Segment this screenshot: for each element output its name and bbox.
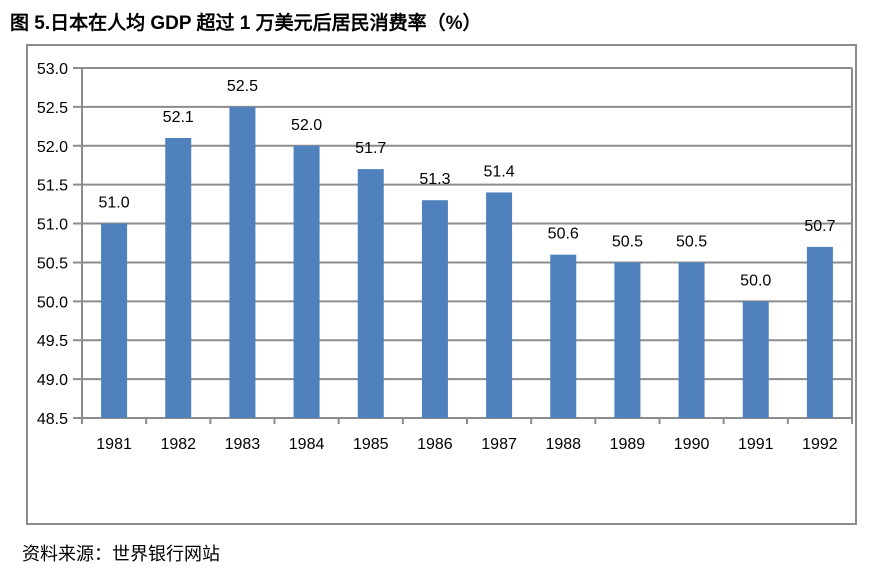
x-axis-label-1982: 1982 [160,436,196,453]
x-axis-label-1992: 1992 [802,436,838,453]
bar-1984 [293,145,320,418]
x-axis-label-1988: 1988 [545,436,581,453]
chart-border [26,44,857,525]
bar-1982 [165,138,192,418]
bar-value-label-1982: 52.1 [163,109,194,126]
bar-1988 [550,254,577,418]
bar-value-label-1989: 50.5 [612,233,643,250]
bar-1985 [357,169,384,418]
bar-value-label-1990: 50.5 [676,233,707,250]
y-axis-tick-label: 51.0 [37,217,68,234]
bar-1981 [101,223,128,418]
y-axis-tick-label: 53.0 [37,61,68,78]
bar-value-label-1985: 51.7 [355,140,386,157]
x-axis-label-1985: 1985 [353,436,389,453]
bar-value-label-1981: 51.0 [99,195,130,212]
bar-1989 [614,262,641,418]
chart-title: 图 5.日本在人均 GDP 超过 1 万美元后居民消费率（%） [10,13,482,34]
x-axis-label-1981: 1981 [96,436,132,453]
x-axis-label-1984: 1984 [289,436,325,453]
bar-value-label-1983: 52.5 [227,78,258,95]
source-note: 资料来源：世界银行网站 [22,544,220,564]
chart-frame: 48.5 49.0 49.5 50.0 50.5 51.0 51.5 52.0 52.5 53.0… [26,44,857,525]
bar-1987 [486,192,513,418]
bar-value-label-1984: 52.0 [291,117,322,134]
y-axis-tick-label: 52.0 [37,139,68,156]
x-axis-label-1987: 1987 [481,436,517,453]
y-axis-tick-label: 52.5 [37,100,68,117]
bar-value-label-1986: 51.3 [419,171,450,188]
x-axis-label-1991: 1991 [738,436,774,453]
y-axis-tick-label: 49.5 [37,333,68,350]
y-axis-tick-label: 48.5 [37,411,68,428]
x-axis-label-1986: 1986 [417,436,453,453]
bar-1983 [229,106,256,418]
bar-1990 [678,262,705,418]
bar-value-label-1991: 50.0 [740,272,771,289]
bar-1991 [742,301,769,418]
bar-chart: 48.5 49.0 49.5 50.0 50.5 51.0 51.5 52.0 52.5 53.0… [26,44,857,525]
x-axis-label-1983: 1983 [225,436,261,453]
x-axis-label-1990: 1990 [674,436,710,453]
bar-1992 [806,246,833,418]
bar-value-label-1988: 50.6 [548,226,579,243]
y-axis-tick-label: 50.5 [37,255,68,272]
bar-1986 [421,200,448,418]
bar-value-label-1992: 50.7 [804,218,835,235]
x-axis-label-1989: 1989 [610,436,646,453]
y-axis-tick-label: 50.0 [37,294,68,311]
bar-value-label-1987: 51.4 [484,163,515,180]
y-axis-tick-label: 49.0 [37,372,68,389]
y-axis-tick-label: 51.5 [37,178,68,195]
